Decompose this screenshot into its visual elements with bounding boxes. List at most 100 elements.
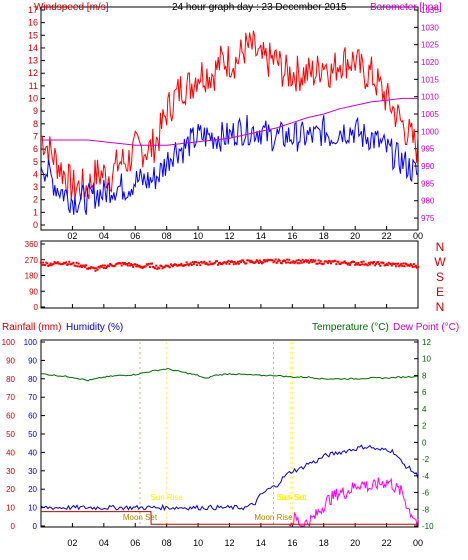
direction-point [259, 261, 262, 264]
direction-point [243, 261, 246, 264]
temperature-y-tick-label: -2 [422, 455, 430, 464]
direction-point [339, 263, 342, 266]
wind-y-tick-label: 13 [28, 56, 38, 66]
direction-point [384, 264, 387, 267]
direction-point [196, 264, 199, 267]
direction-point [111, 264, 114, 267]
direction-point [101, 264, 104, 267]
direction-point [51, 263, 54, 266]
direction-point [378, 263, 381, 266]
rainfall-y-tick-label: 0 [11, 522, 16, 531]
direction-point [376, 261, 379, 264]
direction-point [142, 265, 145, 268]
direction-point [144, 265, 147, 268]
humidity-y-tick-label: 90 [28, 356, 37, 365]
direction-point [40, 261, 42, 264]
env-x-tick-label: 12 [224, 538, 234, 548]
humidity-y-tick-label: 60 [28, 412, 37, 421]
wind-x-tick-label: 12 [224, 231, 234, 241]
direction-point [315, 262, 318, 265]
direction-point [351, 260, 354, 263]
direction-point [295, 259, 298, 262]
direction-point [281, 260, 284, 263]
env-x-tick-label: 06 [130, 538, 140, 548]
direction-point [169, 263, 172, 266]
dir-y-tick-label: 360 [25, 240, 39, 249]
baro-y-tick-label: 1015 [421, 75, 439, 84]
direction-point [287, 261, 290, 264]
humidity-y-tick-label: 80 [28, 375, 37, 384]
direction-point [348, 263, 351, 266]
direction-point [81, 264, 84, 267]
direction-point [396, 262, 399, 265]
direction-point [344, 261, 347, 264]
direction-point [189, 262, 192, 265]
direction-point [60, 263, 63, 266]
humidity-y-tick-label: 10 [28, 504, 37, 513]
temperature-series [40, 368, 419, 382]
direction-point [170, 264, 173, 267]
direction-point [387, 261, 390, 264]
rainfall-series [41, 511, 418, 525]
humidity-y-tick-label: 40 [28, 448, 37, 457]
direction-point [167, 265, 170, 268]
direction-point [399, 264, 402, 267]
direction-point [41, 263, 44, 266]
direction-point [373, 260, 376, 263]
direction-point [140, 265, 143, 268]
direction-point [206, 263, 209, 266]
direction-point [403, 265, 406, 268]
direction-point [389, 262, 392, 265]
direction-point [346, 263, 349, 266]
direction-point [253, 261, 256, 264]
direction-point [178, 263, 181, 266]
wind-y-tick-label: 10 [28, 94, 38, 104]
direction-point [296, 262, 299, 265]
direction-point [202, 261, 205, 264]
sun-moon-annotation: Sun Set [278, 493, 307, 502]
direction-point [219, 261, 222, 264]
direction-point [197, 261, 200, 264]
direction-point [286, 258, 289, 261]
direction-point [85, 264, 88, 267]
direction-point [79, 264, 82, 267]
direction-point [240, 261, 243, 264]
env-x-tick-label: 02 [67, 538, 77, 548]
temperature-y-tick-label: 12 [422, 338, 431, 347]
direction-point [171, 265, 174, 268]
baro-y-tick-label: 1035 [421, 6, 439, 15]
wind-x-tick-label: 02 [67, 231, 77, 241]
direction-point [120, 264, 123, 267]
direction-point [117, 262, 120, 265]
direction-point [417, 266, 419, 269]
direction-point [179, 264, 182, 267]
env-x-tick-label: 00 [413, 538, 423, 548]
env-x-tick-label: 10 [193, 538, 203, 548]
direction-point [288, 258, 291, 261]
wind-y-tick-label: 2 [33, 195, 38, 205]
direction-point [198, 261, 201, 264]
baro-y-tick-label: 990 [421, 162, 435, 171]
direction-point [404, 262, 407, 265]
direction-point [269, 258, 272, 261]
direction-point [109, 262, 112, 265]
temperature-y-tick-label: -6 [422, 489, 430, 498]
direction-point [192, 262, 195, 265]
wind-x-tick-label: 04 [99, 231, 109, 241]
direction-point [191, 261, 194, 264]
temperature-y-tick-label: -10 [422, 522, 434, 531]
direction-point [139, 266, 142, 269]
direction-point [193, 260, 196, 263]
direction-point [379, 264, 382, 267]
direction-point [311, 261, 314, 264]
wind-y-tick-label: 4 [33, 169, 38, 179]
direction-point [282, 259, 285, 262]
direction-point [341, 261, 344, 264]
dewpoint-series [288, 477, 419, 528]
direction-point [221, 263, 224, 266]
direction-point [411, 265, 414, 268]
direction-point [114, 264, 117, 267]
temperature-y-tick-label: -4 [422, 472, 430, 481]
direction-point [115, 262, 118, 265]
